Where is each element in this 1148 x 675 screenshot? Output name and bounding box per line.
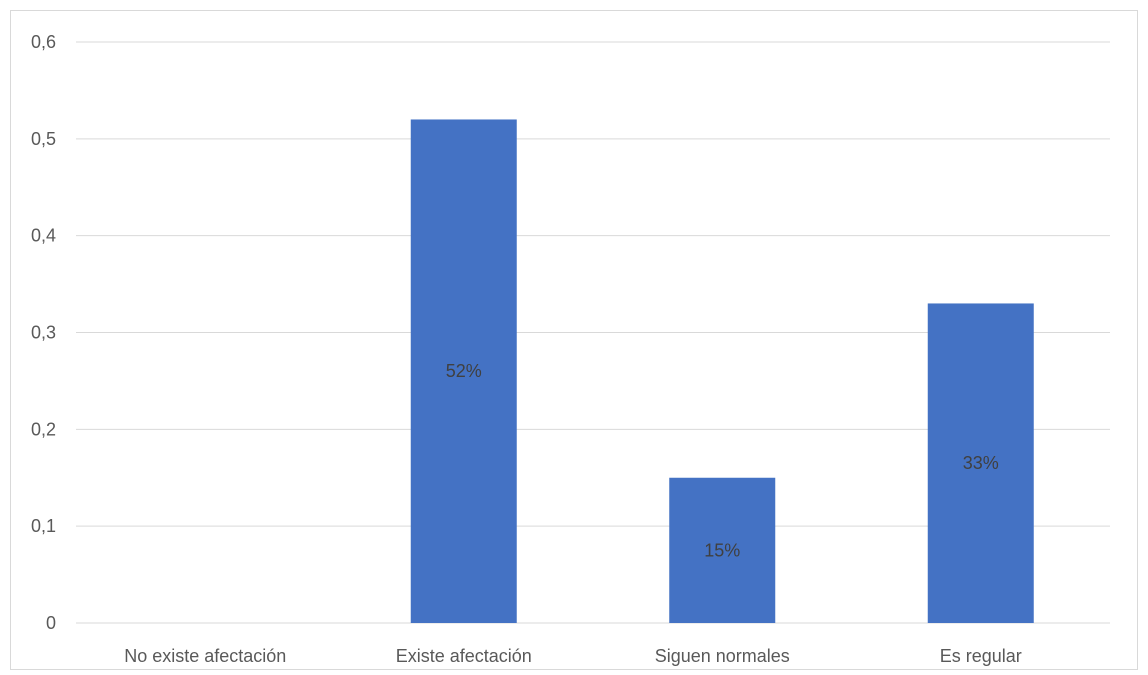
bar (669, 477, 776, 623)
x-tick-label: Existe afectación (396, 646, 532, 666)
x-tick-label: No existe afectación (124, 646, 286, 666)
y-tick-label: 0,5 (31, 129, 56, 149)
data-label: 15% (704, 540, 740, 560)
bar (410, 119, 517, 623)
bar (927, 303, 1034, 623)
x-tick-label: Siguen normales (655, 646, 790, 666)
data-label: 33% (963, 453, 999, 473)
y-tick-label: 0,4 (31, 226, 56, 246)
y-tick-label: 0,6 (31, 32, 56, 52)
data-label: 52% (446, 361, 482, 381)
y-tick-label: 0,2 (31, 419, 56, 439)
y-tick-label: 0,1 (31, 516, 56, 536)
y-tick-label: 0,3 (31, 323, 56, 343)
y-tick-label: 0 (46, 613, 56, 633)
x-tick-label: Es regular (940, 646, 1022, 666)
